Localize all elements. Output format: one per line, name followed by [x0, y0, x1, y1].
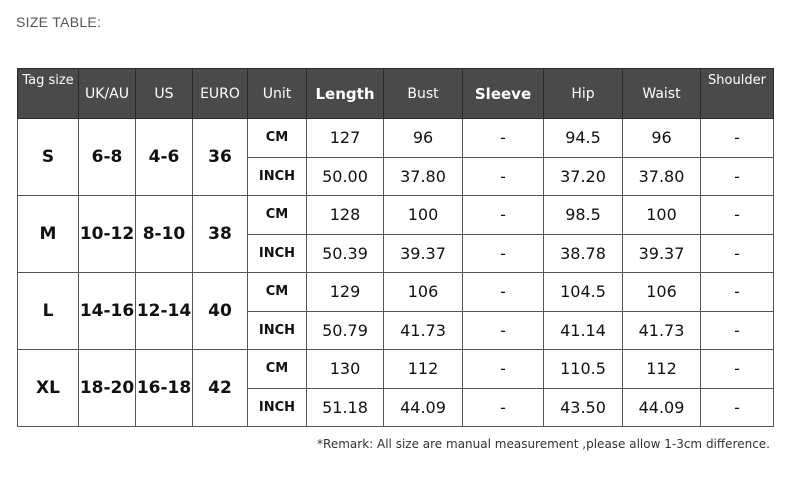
waist-cell: 96	[622, 118, 701, 158]
bust-cell: 39.37	[383, 233, 463, 273]
size-table: Tag size UK/AU US EURO Unit Length Bust Sleeve H…	[17, 68, 774, 427]
sleeve-cell: -	[462, 272, 544, 312]
bust-cell: 37.80	[383, 156, 463, 196]
sleeve-cell: -	[462, 195, 544, 235]
sleeve-cell: -	[462, 156, 544, 196]
length-cell: 50.39	[306, 233, 384, 273]
shoulder-cell: -	[700, 195, 774, 235]
hip-cell: 98.5	[543, 195, 623, 235]
unit-cell: INCH	[247, 156, 307, 196]
column-header: Bust	[383, 68, 463, 119]
us-cell: 16-18	[135, 349, 193, 427]
waist-cell: 100	[622, 195, 701, 235]
bust-cell: 44.09	[383, 387, 463, 427]
table-row: XL 18-20 16-18 42 CM 130 112-110.5 112-	[17, 349, 774, 427]
hip-cell: 43.50	[543, 387, 623, 427]
euro-cell: 36	[192, 118, 248, 196]
unit-cell: CM	[247, 118, 307, 158]
table-row: M 10-12 8-10 38 CM 128 100-98.5 100-	[17, 195, 774, 273]
length-cell: 128	[306, 195, 384, 235]
remark-note: *Remark: All size are manual measurement…	[317, 437, 770, 451]
length-cell: 129	[306, 272, 384, 312]
shoulder-cell: -	[700, 310, 774, 350]
length-cell: 50.00	[306, 156, 384, 196]
bust-cell: 96	[383, 118, 463, 158]
header-row: Tag size UK/AU US EURO Unit Length Bust Sleeve H…	[17, 68, 774, 119]
unit-cell: CM	[247, 349, 307, 389]
column-header: Shoulder	[700, 68, 774, 119]
column-header: Waist	[622, 68, 701, 119]
hip-cell: 94.5	[543, 118, 623, 158]
column-header: Hip	[543, 68, 623, 119]
sleeve-cell: -	[462, 310, 544, 350]
unit-cell: CM	[247, 272, 307, 312]
hip-cell: 37.20	[543, 156, 623, 196]
waist-cell: 39.37	[622, 233, 701, 273]
bust-cell: 41.73	[383, 310, 463, 350]
unit-cell: INCH	[247, 233, 307, 273]
euro-cell: 40	[192, 272, 248, 350]
length-cell: 130	[306, 349, 384, 389]
uk-au-cell: 6-8	[78, 118, 136, 196]
shoulder-cell: -	[700, 387, 774, 427]
bust-cell: 106	[383, 272, 463, 312]
waist-cell: 44.09	[622, 387, 701, 427]
table-row: L 14-16 12-14 40 CM 129 106-104.5 106-	[17, 272, 774, 350]
sleeve-cell: -	[462, 118, 544, 158]
tag-size-cell: S	[17, 118, 79, 196]
uk-au-cell: 10-12	[78, 195, 136, 273]
hip-cell: 38.78	[543, 233, 623, 273]
euro-cell: 38	[192, 195, 248, 273]
table-row: S 6-8 4-6 36 CM 127 96-94.5 96-	[17, 118, 774, 196]
tag-size-cell: L	[17, 272, 79, 350]
table-row: INCH 50.00 37.80-37.20 37.80-	[18, 156, 774, 196]
column-header: US	[135, 68, 193, 119]
sleeve-cell: -	[462, 233, 544, 273]
bust-cell: 100	[383, 195, 463, 235]
length-cell: 127	[306, 118, 384, 158]
tag-size-cell: M	[17, 195, 79, 273]
column-header: Unit	[247, 68, 307, 119]
uk-au-cell: 14-16	[78, 272, 136, 350]
shoulder-cell: -	[700, 349, 774, 389]
us-cell: 4-6	[135, 118, 193, 196]
length-cell: 50.79	[306, 310, 384, 350]
shoulder-cell: -	[700, 233, 774, 273]
uk-au-cell: 18-20	[78, 349, 136, 427]
page-title: SIZE TABLE:	[16, 14, 102, 30]
hip-cell: 41.14	[543, 310, 623, 350]
euro-cell: 42	[192, 349, 248, 427]
shoulder-cell: -	[700, 118, 774, 158]
table-row: INCH 50.79 41.73-41.14 41.73-	[18, 310, 774, 350]
unit-cell: CM	[247, 195, 307, 235]
length-cell: 51.18	[306, 387, 384, 427]
table-row: INCH 50.39 39.37-38.78 39.37-	[18, 233, 774, 273]
column-header: Tag size	[17, 68, 79, 119]
waist-cell: 37.80	[622, 156, 701, 196]
bust-cell: 112	[383, 349, 463, 389]
waist-cell: 41.73	[622, 310, 701, 350]
us-cell: 12-14	[135, 272, 193, 350]
column-header: Sleeve	[462, 68, 544, 119]
hip-cell: 110.5	[543, 349, 623, 389]
hip-cell: 104.5	[543, 272, 623, 312]
waist-cell: 112	[622, 349, 701, 389]
waist-cell: 106	[622, 272, 701, 312]
column-header: Length	[306, 68, 384, 119]
unit-cell: INCH	[247, 387, 307, 427]
us-cell: 8-10	[135, 195, 193, 273]
unit-cell: INCH	[247, 310, 307, 350]
sleeve-cell: -	[462, 349, 544, 389]
sleeve-cell: -	[462, 387, 544, 427]
column-header: EURO	[192, 68, 248, 119]
shoulder-cell: -	[700, 272, 774, 312]
table-row: INCH 51.18 44.09-43.50 44.09-	[18, 387, 774, 427]
tag-size-cell: XL	[17, 349, 79, 427]
shoulder-cell: -	[700, 156, 774, 196]
column-header: UK/AU	[78, 68, 136, 119]
